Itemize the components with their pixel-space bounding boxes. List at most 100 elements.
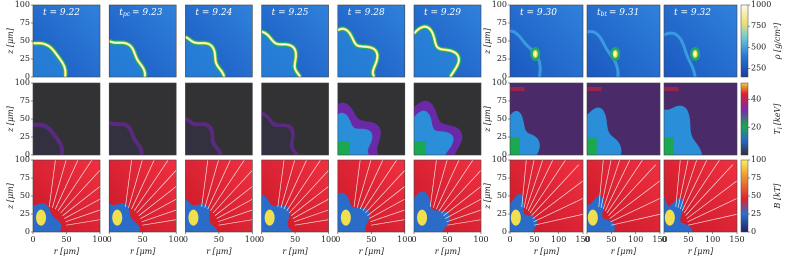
streamline xyxy=(353,160,361,208)
y-tick-label: 0 xyxy=(502,227,507,236)
streamline xyxy=(429,160,437,208)
core xyxy=(109,125,140,155)
streamline xyxy=(368,198,405,219)
x-tick-label: 0 xyxy=(107,235,112,244)
panel xyxy=(414,5,481,77)
shell xyxy=(510,29,542,77)
panel xyxy=(337,83,405,155)
y-tick-label: 0 xyxy=(25,72,30,81)
time-label: t = 9.24 xyxy=(195,8,232,18)
streamline xyxy=(371,219,405,226)
core xyxy=(414,141,427,155)
panel xyxy=(33,160,100,232)
shell xyxy=(33,42,66,77)
panel xyxy=(414,160,481,232)
streamline xyxy=(141,209,177,223)
y-tick-label: 0 xyxy=(25,227,30,236)
x-tick-label: 100 xyxy=(705,235,720,244)
x-axis-label: r [μm] xyxy=(688,247,714,256)
streamline xyxy=(356,160,372,208)
x-tick-label: 0 xyxy=(661,235,666,244)
y-tick-label: 100 xyxy=(15,0,30,9)
panel xyxy=(33,5,100,77)
panel xyxy=(185,160,253,232)
hot-spot xyxy=(534,51,537,56)
streamline xyxy=(55,160,79,210)
streamline xyxy=(610,198,660,223)
streamline xyxy=(365,169,405,214)
peak-field xyxy=(264,209,275,226)
x-tick-label: 150 xyxy=(575,235,590,244)
streamline xyxy=(142,219,177,226)
x-axis-label: r [μm] xyxy=(130,247,156,256)
hot-streak xyxy=(587,87,602,91)
y-axis-label: z [μm] xyxy=(483,182,492,210)
colorbar-label: Ti [keV] xyxy=(773,103,784,135)
y-tick-label: 50 xyxy=(20,36,30,45)
colorbar-tick-label: 500 xyxy=(751,42,766,51)
y-tick-label: 100 xyxy=(15,78,30,87)
panel xyxy=(261,83,329,155)
y-tick-label: 75 xyxy=(20,18,30,27)
time-symbol: t = 9.22 xyxy=(43,8,80,18)
streamline xyxy=(688,213,737,226)
streamline xyxy=(438,160,474,212)
panel xyxy=(337,160,405,232)
colorbar-label-text: ρ [g/cm³] xyxy=(773,22,782,60)
core xyxy=(587,137,597,155)
x-axis-label: r [μm] xyxy=(435,247,461,256)
colorbar-tick-label: 25 xyxy=(751,209,761,218)
panel-frame xyxy=(337,82,406,156)
streamline xyxy=(280,160,296,208)
panel xyxy=(33,83,100,155)
shell xyxy=(109,40,146,77)
colorbar xyxy=(740,159,749,233)
streamline xyxy=(679,160,698,210)
panel xyxy=(510,83,583,155)
y-tick-label: 0 xyxy=(502,150,507,159)
y-tick-label: 25 xyxy=(497,132,507,141)
streamline xyxy=(525,160,544,210)
streamline xyxy=(433,160,448,208)
peak-field xyxy=(188,209,199,226)
y-tick-label: 100 xyxy=(15,155,30,164)
panel xyxy=(109,5,177,77)
streamline xyxy=(64,198,100,219)
x-axis-label: r [μm] xyxy=(534,247,560,256)
shell xyxy=(337,28,378,77)
streamline xyxy=(602,160,621,210)
time-value: = 9.31 xyxy=(609,8,639,18)
panel-frame xyxy=(663,82,738,156)
streamline xyxy=(294,219,329,226)
streamline xyxy=(445,198,481,219)
x-tick-label: 0 xyxy=(335,235,340,244)
inner-region xyxy=(33,43,66,77)
x-axis-label: r [μm] xyxy=(282,247,308,256)
streamline xyxy=(443,185,481,216)
core xyxy=(33,126,61,155)
streamline xyxy=(201,160,209,208)
streamline xyxy=(534,213,583,226)
time-value: = 9.23 xyxy=(132,8,163,18)
panel xyxy=(587,160,660,232)
streamline xyxy=(52,160,67,208)
panel-frame xyxy=(663,4,738,78)
streamline xyxy=(128,160,143,208)
x-tick-label: 100 xyxy=(473,235,488,244)
x-axis-label: r [μm] xyxy=(206,247,232,256)
x-tick-label: 50 xyxy=(366,235,376,244)
time-label: t = 9.29 xyxy=(424,8,461,18)
colorbar-label-unit: [keV] xyxy=(773,103,782,125)
panel-frame xyxy=(108,82,177,156)
time-symbol: t = 9.28 xyxy=(348,8,385,18)
streamline xyxy=(604,160,631,211)
x-axis-label: r [μm] xyxy=(611,247,637,256)
panel-frame xyxy=(261,4,329,78)
streamline xyxy=(527,160,554,211)
colorbar-label: B [kT] xyxy=(773,183,782,210)
colorbar-tick-label: 1000 xyxy=(751,0,771,9)
x-tick-label: 100 xyxy=(551,235,566,244)
streamline xyxy=(447,219,481,226)
streamline xyxy=(685,164,733,216)
peak-field xyxy=(664,209,675,226)
